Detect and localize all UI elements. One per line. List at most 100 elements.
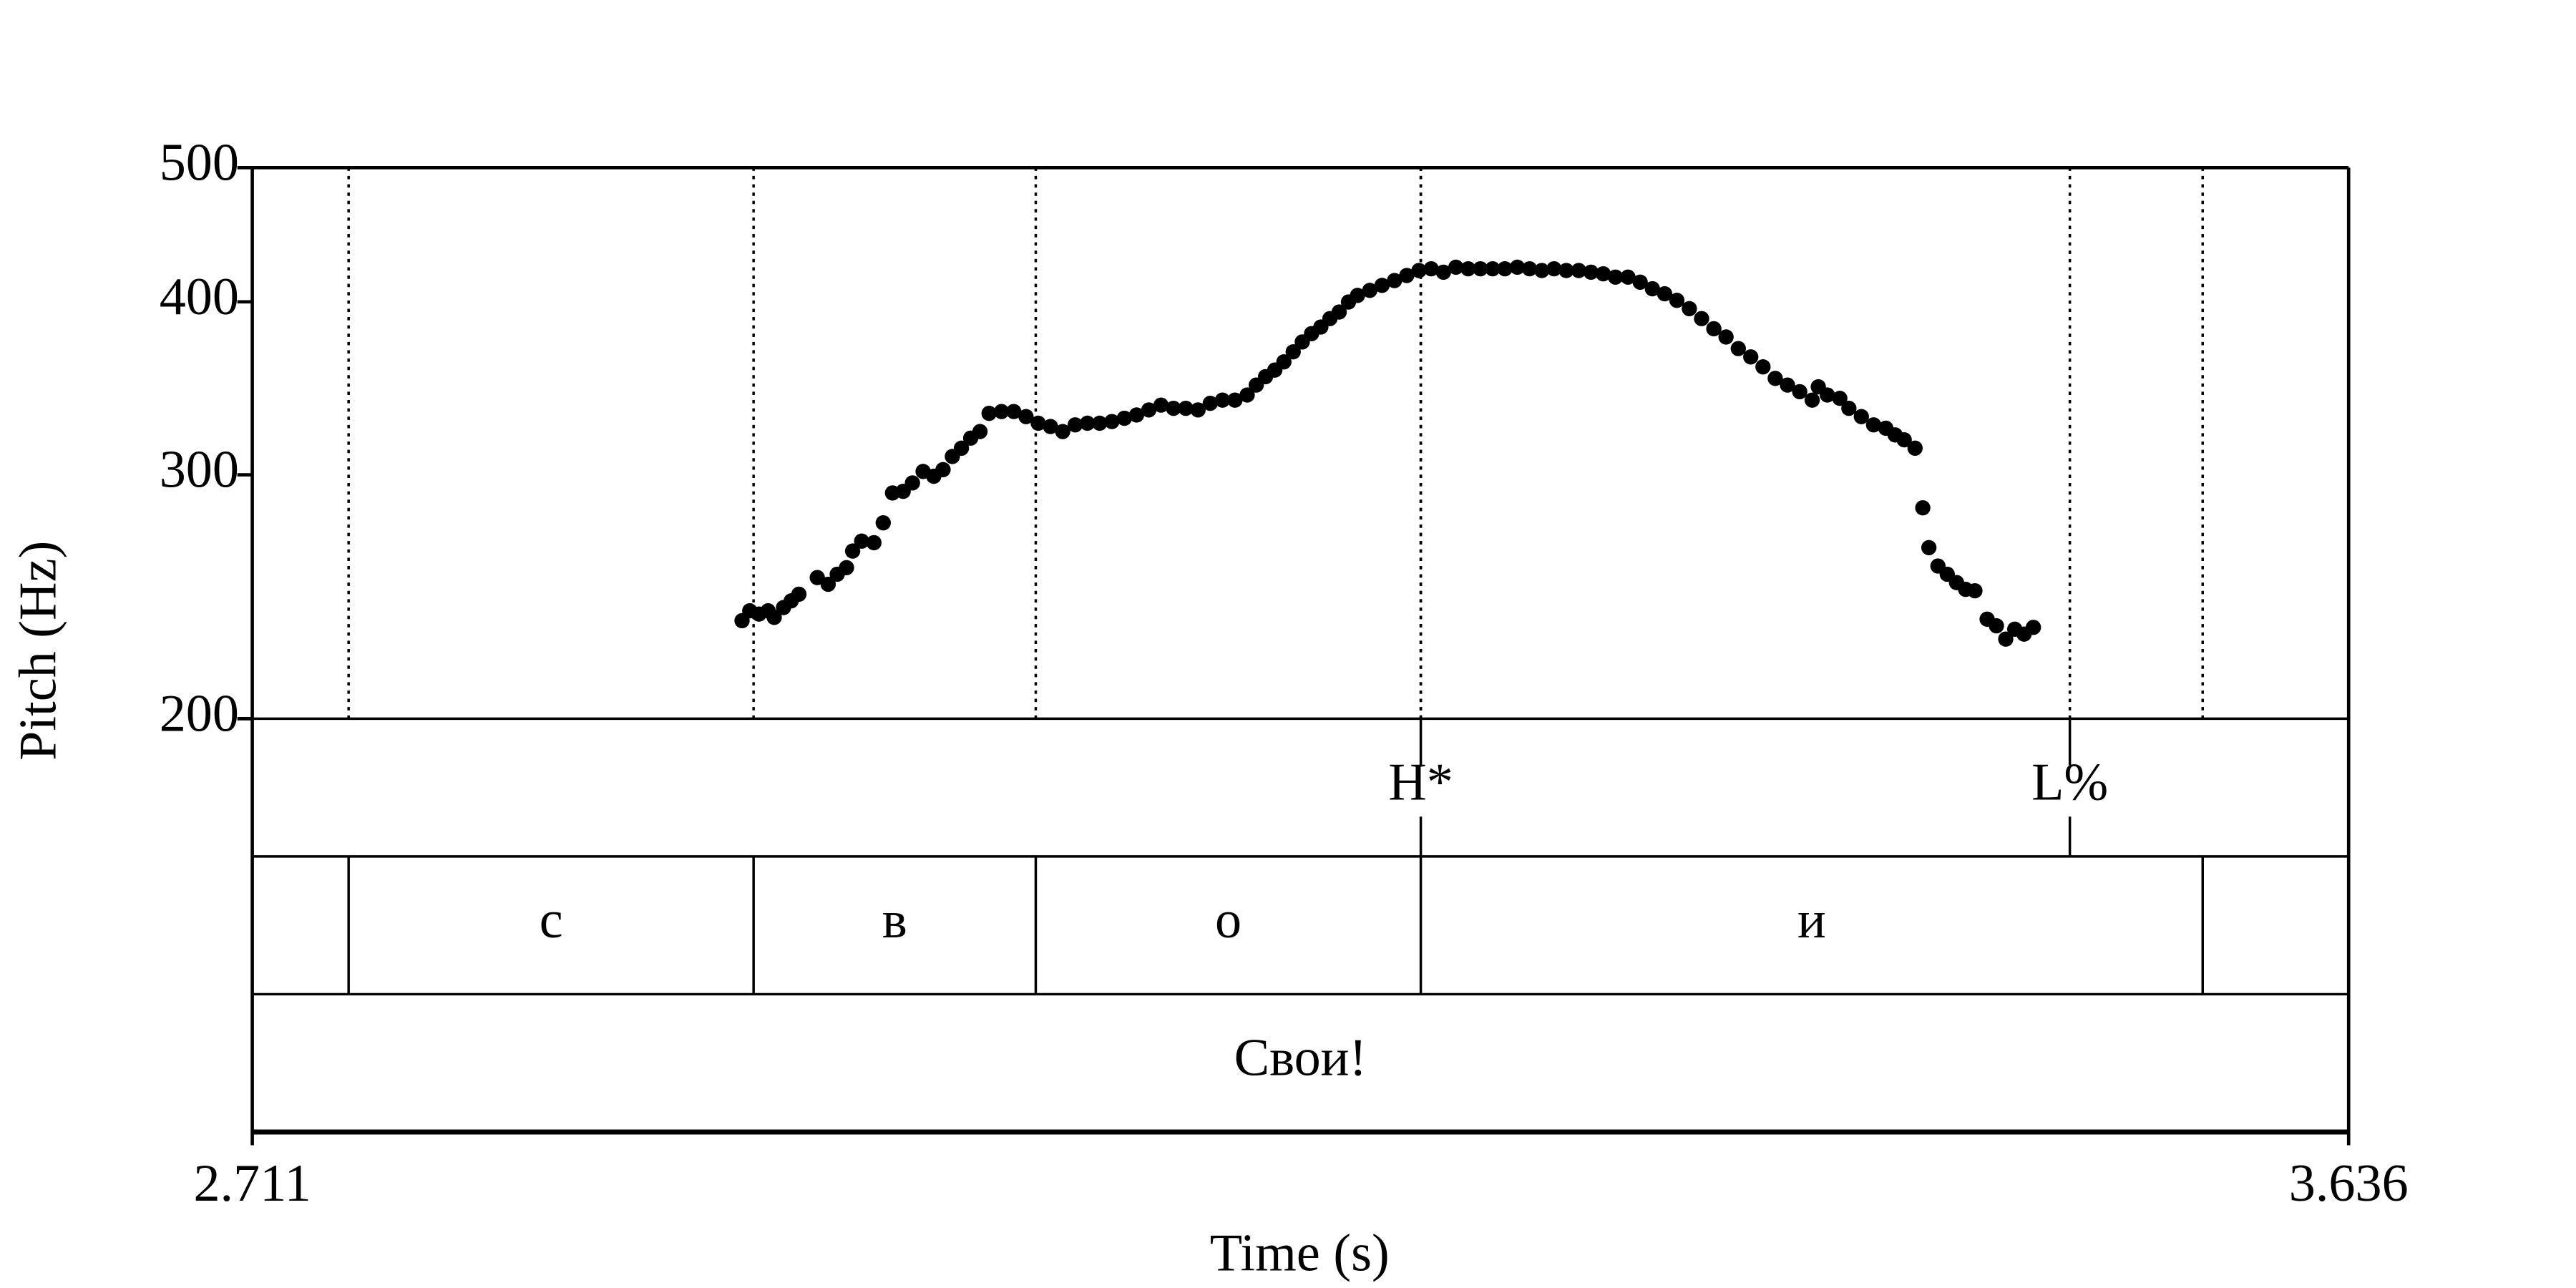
pitch-point (820, 576, 836, 592)
pitch-point (1362, 283, 1377, 298)
y-tick-label: 400 (160, 268, 239, 326)
pitch-point (1423, 260, 1439, 277)
pitch-point (1435, 264, 1451, 280)
pitch-point (1534, 263, 1550, 278)
pitch-point (972, 424, 988, 439)
segment-label: о (1215, 891, 1241, 950)
pitch-point (1202, 395, 1219, 411)
pitch-point (1989, 618, 2004, 634)
pitch-point (1214, 392, 1231, 408)
y-axis-label: Pitch (Hz) (9, 541, 67, 761)
pitch-point (1546, 260, 1562, 277)
pitch-point (1497, 260, 1513, 277)
pitch-point (1030, 415, 1046, 431)
pitch-point (1018, 409, 1034, 424)
pitch-point (2025, 620, 2041, 635)
pitch-point (1067, 417, 1083, 433)
pitch-point (1166, 400, 1181, 416)
pitch-point (1080, 415, 1096, 431)
pitch-point (1632, 274, 1648, 291)
pitch-point (1718, 329, 1734, 345)
pitch-point (1387, 273, 1402, 288)
pitch-point (1521, 260, 1538, 277)
pitch-point (1694, 311, 1709, 326)
y-tick-label: 300 (160, 441, 239, 499)
pitch-point (1804, 392, 1820, 408)
pitch-point (1558, 263, 1574, 278)
pitch-point (844, 543, 861, 559)
word-label: Свои! (1234, 1029, 1367, 1088)
pitch-point (1227, 392, 1243, 408)
segment-label: в (882, 891, 907, 950)
pitch-point (1755, 359, 1771, 375)
pitch-point (1620, 269, 1636, 285)
pitch-point (1055, 424, 1070, 439)
x-axis-label: Time (s) (1210, 1224, 1390, 1282)
pitch-point (1399, 268, 1415, 283)
pitch-point (1190, 402, 1206, 418)
pitch-point (1276, 354, 1292, 370)
tone-label: H* (1388, 753, 1453, 812)
pitch-point (1832, 391, 1848, 406)
pitch-point (953, 440, 970, 457)
pitch-point (875, 514, 891, 531)
pitch-point (1607, 269, 1624, 285)
pitch-point (1141, 402, 1157, 418)
pitch-point (1448, 259, 1464, 275)
y-tick-label: 500 (160, 133, 239, 192)
pitch-point (1460, 260, 1476, 277)
pitch-point (1792, 384, 1807, 400)
segment-label: и (1797, 891, 1826, 950)
segment-label: с (540, 891, 563, 950)
x-tick-label: 2.711 (193, 1154, 311, 1213)
pitch-point (1239, 387, 1255, 403)
pitch-point (766, 610, 782, 625)
pitch-point (1116, 410, 1132, 426)
pitch-point (1896, 431, 1912, 448)
pitch-point (935, 462, 951, 478)
pitch-point (1820, 387, 1835, 403)
pitch-point (1967, 582, 1983, 599)
pitch-point (981, 405, 997, 421)
pitch-point (1921, 540, 1937, 556)
pitch-point (1907, 440, 1923, 457)
plot-layer: 200 300 400 500 2.711 3.636 H* L% с в о и Свои! (160, 133, 2409, 1213)
pitch-point (854, 533, 869, 549)
pitch-point (1473, 260, 1488, 277)
pitch-point (791, 586, 807, 602)
pitch-point (1006, 404, 1022, 419)
pitch-point (1043, 419, 1058, 434)
pitch-point (866, 535, 882, 551)
pitch-point (1104, 414, 1120, 429)
pitch-point (1915, 499, 1931, 516)
pitch-point (839, 560, 854, 575)
pitch-point (1706, 321, 1722, 337)
pitch-point (1841, 400, 1857, 416)
pitch-point (1571, 263, 1586, 278)
pitch-point (1331, 304, 1347, 320)
pitch-point (1853, 409, 1869, 424)
pitch-point (1153, 397, 1169, 413)
pitch-point (1743, 349, 1759, 365)
y-tick-label: 200 (160, 684, 239, 743)
pitch-point (1998, 631, 2014, 647)
pitch-point (1730, 341, 1746, 356)
pitch-point (1092, 415, 1108, 431)
pitch-point (1767, 371, 1783, 386)
pitch-point (904, 475, 920, 491)
x-tick-label: 3.636 (2289, 1154, 2409, 1213)
pitch-point (1865, 417, 1882, 433)
pitch-point (1509, 259, 1526, 275)
tone-label: L% (2031, 753, 2108, 812)
pitch-point (993, 404, 1010, 419)
pitch-point (1583, 264, 1599, 280)
pitch-point (1595, 265, 1611, 282)
pitch-point (1485, 260, 1501, 277)
pitch-point (1128, 407, 1145, 423)
pitch-point (1411, 263, 1427, 278)
pitch-point (1657, 286, 1673, 302)
pitch-point (1644, 280, 1660, 297)
pitch-point (1669, 293, 1685, 308)
